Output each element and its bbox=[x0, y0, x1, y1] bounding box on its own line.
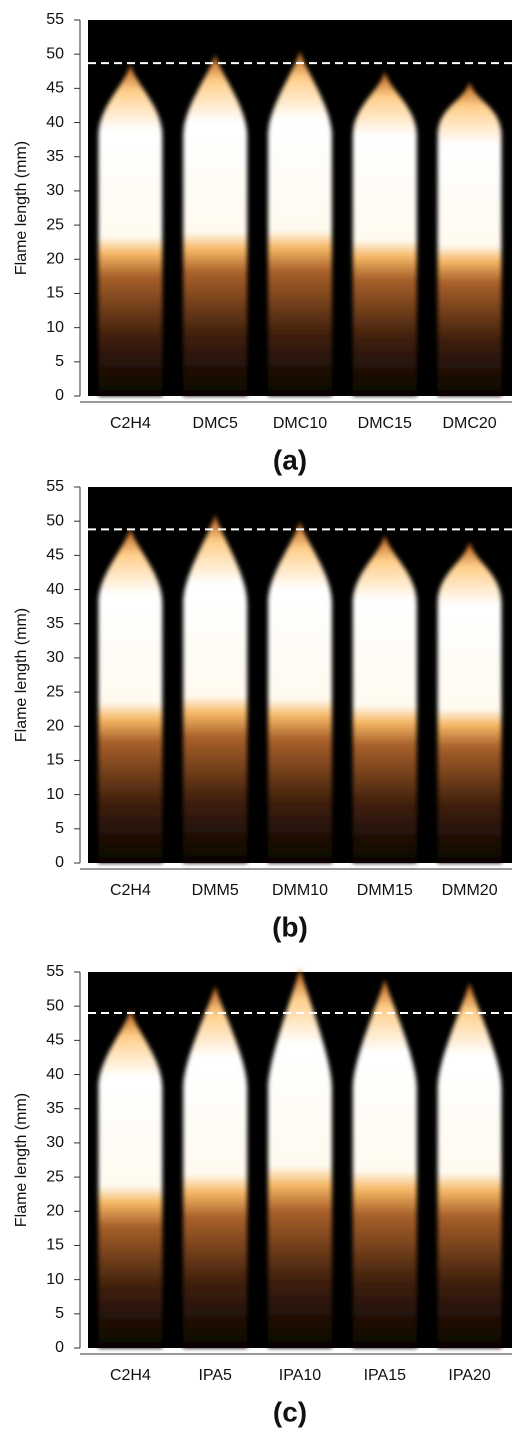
y-tick-label: 35 bbox=[46, 615, 64, 632]
y-tick-label: 45 bbox=[46, 547, 64, 564]
flame bbox=[98, 64, 163, 396]
flame bbox=[268, 521, 332, 863]
x-tick-label: DMC20 bbox=[442, 415, 496, 432]
y-tick-label: 50 bbox=[46, 512, 64, 529]
flame bbox=[183, 514, 248, 863]
x-tick-label: DMM20 bbox=[442, 882, 498, 899]
y-tick-label: 5 bbox=[55, 353, 64, 370]
y-axis-label: Flame length (mm) bbox=[13, 1093, 30, 1227]
flame bbox=[352, 71, 417, 396]
x-tick-label: DMC10 bbox=[273, 415, 327, 432]
x-tick-label: C2H4 bbox=[110, 882, 151, 899]
y-tick-label: 40 bbox=[46, 1066, 64, 1083]
y-tick-label: 25 bbox=[46, 683, 64, 700]
panel-label: (b) bbox=[272, 911, 308, 942]
y-axis-label: Flame length (mm) bbox=[13, 141, 30, 275]
x-tick-label: DMC5 bbox=[193, 415, 238, 432]
y-tick-label: 55 bbox=[46, 478, 64, 495]
x-tick-label: IPA20 bbox=[448, 1367, 491, 1384]
y-tick-label: 10 bbox=[46, 1271, 64, 1288]
y-tick-label: 30 bbox=[46, 649, 64, 666]
y-tick-label: 55 bbox=[46, 963, 64, 980]
y-tick-label: 25 bbox=[46, 216, 64, 233]
y-tick-label: 50 bbox=[46, 997, 64, 1014]
flame bbox=[437, 81, 502, 396]
x-tick-label: DMM10 bbox=[272, 882, 328, 899]
x-tick-label: DMC15 bbox=[358, 415, 412, 432]
x-tick-label: C2H4 bbox=[110, 1367, 151, 1384]
flame bbox=[352, 534, 417, 863]
y-tick-label: 40 bbox=[46, 581, 64, 598]
x-tick-label: IPA10 bbox=[279, 1367, 322, 1384]
flame bbox=[183, 54, 248, 396]
y-tick-label: 20 bbox=[46, 717, 64, 734]
y-tick-label: 0 bbox=[55, 387, 64, 404]
y-tick-label: 35 bbox=[46, 1100, 64, 1117]
flame bbox=[98, 1009, 163, 1348]
y-tick-label: 15 bbox=[46, 1237, 64, 1254]
y-tick-label: 15 bbox=[46, 285, 64, 302]
y-tick-label: 35 bbox=[46, 148, 64, 165]
panel-label: (c) bbox=[273, 1396, 307, 1427]
y-tick-label: 40 bbox=[46, 114, 64, 131]
y-tick-label: 25 bbox=[46, 1168, 64, 1185]
y-tick-label: 30 bbox=[46, 1134, 64, 1151]
panel-label: (a) bbox=[273, 444, 307, 475]
y-tick-label: 20 bbox=[46, 250, 64, 267]
y-tick-label: 0 bbox=[55, 1339, 64, 1356]
x-tick-label: DMM15 bbox=[357, 882, 413, 899]
x-tick-label: IPA5 bbox=[198, 1367, 232, 1384]
y-tick-label: 55 bbox=[46, 11, 64, 28]
flame bbox=[268, 50, 332, 396]
y-tick-label: 50 bbox=[46, 45, 64, 62]
flame bbox=[98, 528, 163, 863]
y-tick-label: 45 bbox=[46, 80, 64, 97]
y-tick-label: 45 bbox=[46, 1032, 64, 1049]
y-tick-label: 20 bbox=[46, 1202, 64, 1219]
y-axis-label: Flame length (mm) bbox=[13, 608, 30, 742]
y-tick-label: 5 bbox=[55, 820, 64, 837]
flame bbox=[268, 968, 332, 1348]
flame bbox=[352, 978, 417, 1348]
y-tick-label: 5 bbox=[55, 1305, 64, 1322]
y-tick-label: 30 bbox=[46, 182, 64, 199]
y-tick-label: 10 bbox=[46, 319, 64, 336]
x-tick-label: DMM5 bbox=[192, 882, 239, 899]
y-tick-label: 15 bbox=[46, 752, 64, 769]
y-tick-label: 10 bbox=[46, 786, 64, 803]
flame bbox=[183, 985, 248, 1348]
y-tick-label: 0 bbox=[55, 854, 64, 871]
flame bbox=[437, 982, 502, 1348]
x-tick-label: C2H4 bbox=[110, 415, 151, 432]
flame bbox=[437, 541, 502, 863]
x-tick-label: IPA15 bbox=[364, 1367, 407, 1384]
